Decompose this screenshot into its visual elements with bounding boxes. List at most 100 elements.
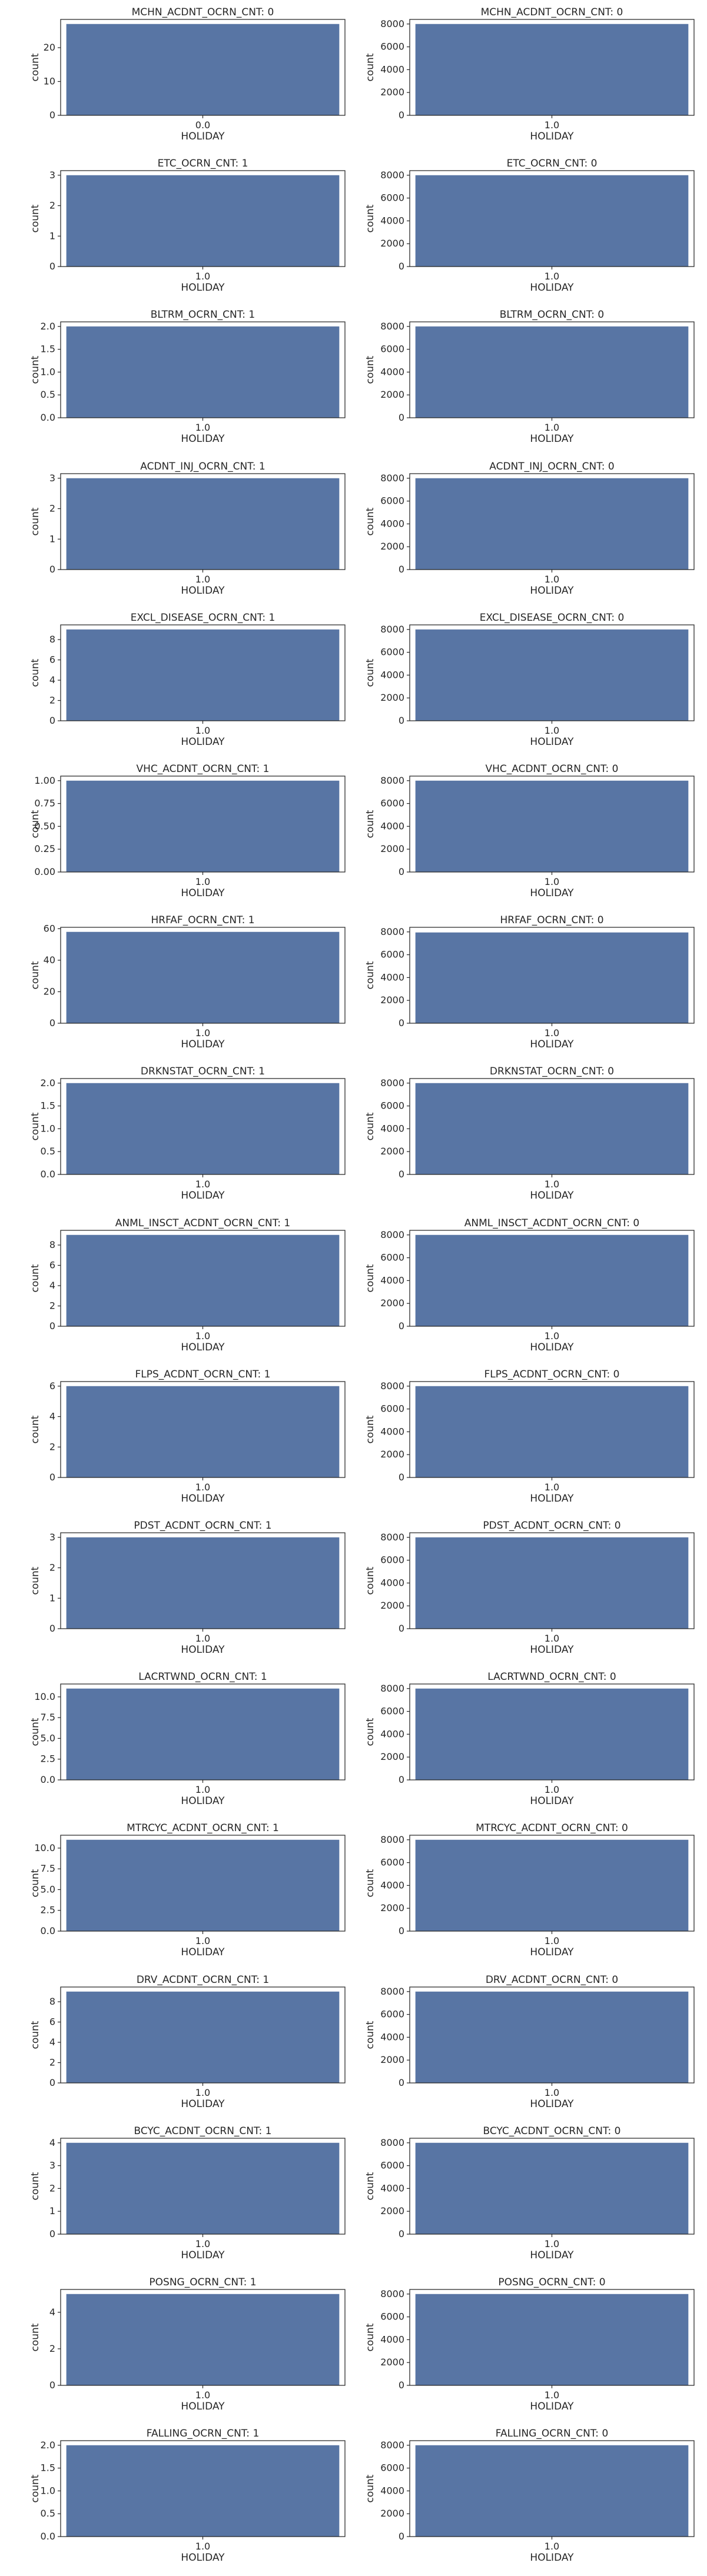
x-axis-label: HOLIDAY xyxy=(181,433,225,445)
x-tick-label: 1.0 xyxy=(195,2389,210,2401)
y-tick-label: 0 xyxy=(399,1774,404,1785)
x-tick-label: 1.0 xyxy=(195,271,210,282)
x-axis-label: HOLIDAY xyxy=(530,433,574,445)
subplot-title: BCYC_ACDNT_OCRN_CNT: 1 xyxy=(134,2125,272,2137)
bar xyxy=(66,2142,340,2234)
y-axis-label: count xyxy=(364,53,376,81)
subplot-title: DRKNSTAT_OCRN_CNT: 1 xyxy=(141,1066,265,1077)
bar xyxy=(66,780,340,872)
y-tick-label: 4000 xyxy=(380,64,404,75)
y-tick-label: 8000 xyxy=(380,2288,404,2299)
y-tick-label: 0 xyxy=(399,1472,404,1483)
x-tick-label: 1.0 xyxy=(195,1027,210,1039)
x-axis-label: HOLIDAY xyxy=(530,1493,574,1505)
bar xyxy=(415,1386,689,1477)
y-tick-label: 2.0 xyxy=(41,321,55,332)
bar xyxy=(66,2445,340,2537)
subplot-title: HRFAF_OCRN_CNT: 1 xyxy=(151,914,254,926)
y-tick-label: 0.0 xyxy=(41,1774,55,1785)
y-tick-label: 2000 xyxy=(380,1146,404,1157)
y-tick-label: 0.50 xyxy=(34,820,55,831)
y-tick-label: 4000 xyxy=(380,1577,404,1588)
y-tick-label: 4 xyxy=(49,2036,55,2048)
bar xyxy=(66,1537,340,1629)
bar xyxy=(415,629,689,721)
y-tick-label: 4000 xyxy=(380,1728,404,1739)
x-tick-label: 1.0 xyxy=(545,1935,559,1946)
subplot-title: ACDNT_INJ_OCRN_CNT: 0 xyxy=(489,461,614,472)
y-tick-label: 6000 xyxy=(380,1706,404,1717)
x-tick-label: 1.0 xyxy=(545,574,559,585)
bar xyxy=(66,1688,340,1780)
y-axis-label: count xyxy=(29,355,41,384)
y-tick-label: 5.0 xyxy=(41,1732,55,1743)
y-tick-label: 8 xyxy=(49,1996,55,2007)
y-tick-label: 0 xyxy=(399,2077,404,2088)
subplot-title: ANML_INSCT_ACDNT_OCRN_CNT: 0 xyxy=(464,1217,639,1229)
x-tick-label: 1.0 xyxy=(545,2541,559,2552)
x-tick-label: 1.0 xyxy=(195,876,210,887)
subplot-title: EXCL_DISEASE_OCRN_CNT: 1 xyxy=(131,612,276,624)
y-tick-label: 2 xyxy=(49,503,55,514)
x-tick-label: 1.0 xyxy=(545,2389,559,2401)
bar xyxy=(66,629,340,721)
y-tick-label: 3 xyxy=(49,169,55,181)
x-tick-label: 1.0 xyxy=(545,422,559,433)
y-tick-label: 4000 xyxy=(380,1274,404,1286)
bar xyxy=(415,1839,689,1931)
y-tick-label: 6000 xyxy=(380,2311,404,2322)
y-tick-label: 60 xyxy=(44,923,55,934)
y-axis-label: count xyxy=(29,53,41,81)
y-tick-label: 4 xyxy=(49,1280,55,1291)
y-tick-label: 6000 xyxy=(380,192,404,204)
y-tick-label: 2000 xyxy=(380,1449,404,1460)
y-tick-label: 4 xyxy=(49,674,55,685)
subplot: 0.00.51.01.52.01.0HOLIDAYcountFALLING_OC… xyxy=(29,2428,346,2564)
y-tick-label: 4000 xyxy=(380,518,404,529)
subplot-title: PDST_ACDNT_OCRN_CNT: 1 xyxy=(134,1520,271,1532)
y-tick-label: 1.0 xyxy=(41,366,55,377)
x-tick-label: 1.0 xyxy=(545,725,559,736)
y-tick-label: 8 xyxy=(49,634,55,645)
y-tick-label: 3 xyxy=(49,2160,55,2171)
subplot-title: VHC_ACDNT_OCRN_CNT: 1 xyxy=(136,763,269,775)
subplot-title: BLTRM_OCRN_CNT: 1 xyxy=(151,309,255,321)
subplot-title: ETC_OCRN_CNT: 0 xyxy=(507,158,598,169)
x-tick-label: 1.0 xyxy=(195,725,210,736)
x-axis-label: HOLIDAY xyxy=(181,585,225,597)
y-axis-label: count xyxy=(29,1718,41,1746)
y-tick-label: 8000 xyxy=(380,169,404,181)
y-tick-label: 40 xyxy=(44,954,55,966)
y-tick-label: 6 xyxy=(49,2016,55,2028)
y-tick-label: 6000 xyxy=(380,1100,404,1111)
y-axis-label: count xyxy=(364,1869,376,1897)
y-tick-label: 0 xyxy=(49,2077,55,2088)
y-tick-label: 2000 xyxy=(380,1297,404,1309)
y-tick-label: 0 xyxy=(399,2228,404,2239)
bar xyxy=(66,175,340,267)
y-tick-label: 0 xyxy=(49,1623,55,1634)
bar xyxy=(415,24,689,116)
y-tick-label: 6000 xyxy=(380,2009,404,2020)
bar xyxy=(66,1234,340,1326)
x-tick-label: 1.0 xyxy=(545,876,559,887)
subplot-title: PDST_ACDNT_OCRN_CNT: 0 xyxy=(483,1520,620,1532)
x-tick-label: 1.0 xyxy=(545,119,559,131)
y-tick-label: 6000 xyxy=(380,1403,404,1415)
subplot-title: POSNG_OCRN_CNT: 1 xyxy=(149,2277,256,2288)
y-tick-label: 0 xyxy=(399,1017,404,1029)
y-tick-label: 2 xyxy=(49,2057,55,2068)
x-axis-label: HOLIDAY xyxy=(181,131,225,142)
y-tick-label: 8000 xyxy=(380,1229,404,1240)
y-tick-label: 2.5 xyxy=(41,1753,55,1765)
